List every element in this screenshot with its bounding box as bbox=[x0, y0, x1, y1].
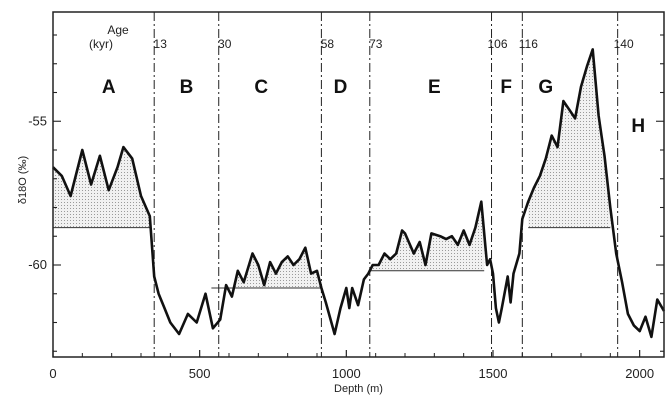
zone-label-f: F bbox=[500, 77, 512, 98]
age-marker-label-5: 106 bbox=[488, 37, 508, 51]
ticks bbox=[52, 34, 664, 357]
zone-label-b: B bbox=[180, 77, 194, 98]
y-axis-title: δ18O (‰) bbox=[17, 156, 29, 204]
x-tick-label-1: 0 bbox=[49, 366, 56, 381]
shaded-region-4 bbox=[528, 50, 611, 228]
x-tick-label-2: 500 bbox=[189, 366, 211, 381]
zone-label-c: C bbox=[254, 77, 268, 98]
age-marker-label-7: 140 bbox=[614, 37, 634, 51]
zone-label-a: A bbox=[102, 77, 116, 98]
y-tick-label-1: -55 bbox=[28, 113, 47, 128]
age-marker-label-3: 58 bbox=[321, 37, 335, 51]
x-axis-title: Depth (m) bbox=[334, 383, 383, 395]
shaded-regions bbox=[53, 50, 611, 288]
age-marker-label-2: 30 bbox=[218, 37, 232, 51]
series-line bbox=[52, 48, 666, 339]
series-layer bbox=[52, 48, 666, 339]
shaded-region-3 bbox=[369, 205, 485, 271]
age-marker-label-1: 13 bbox=[154, 37, 168, 51]
zone-label-e: E bbox=[428, 77, 441, 98]
age-unit-label: (kyr) bbox=[89, 37, 113, 51]
x-tick-label-4: 1500 bbox=[479, 366, 508, 381]
age-marker-label-4: 73 bbox=[369, 37, 383, 51]
age-label: Age bbox=[107, 23, 129, 37]
shading-baselines bbox=[53, 227, 611, 289]
shaded-region-1 bbox=[53, 147, 150, 228]
x-tick-label-5: 2000 bbox=[625, 366, 654, 381]
y-tick-label-2: -60 bbox=[28, 257, 47, 272]
zone-label-h: H bbox=[631, 116, 645, 137]
zone-label-g: G bbox=[538, 77, 553, 98]
x-tick-label-3: 1000 bbox=[332, 366, 361, 381]
zone-label-d: D bbox=[334, 77, 348, 98]
age-marker-label-6: 116 bbox=[519, 37, 538, 51]
shaded-region-2 bbox=[211, 248, 322, 288]
plot-frame bbox=[52, 11, 665, 358]
labels: Age (kyr) Depth (m) δ18O (‰) 0 500 1000 150… bbox=[17, 23, 654, 395]
age-boundaries bbox=[153, 12, 619, 357]
